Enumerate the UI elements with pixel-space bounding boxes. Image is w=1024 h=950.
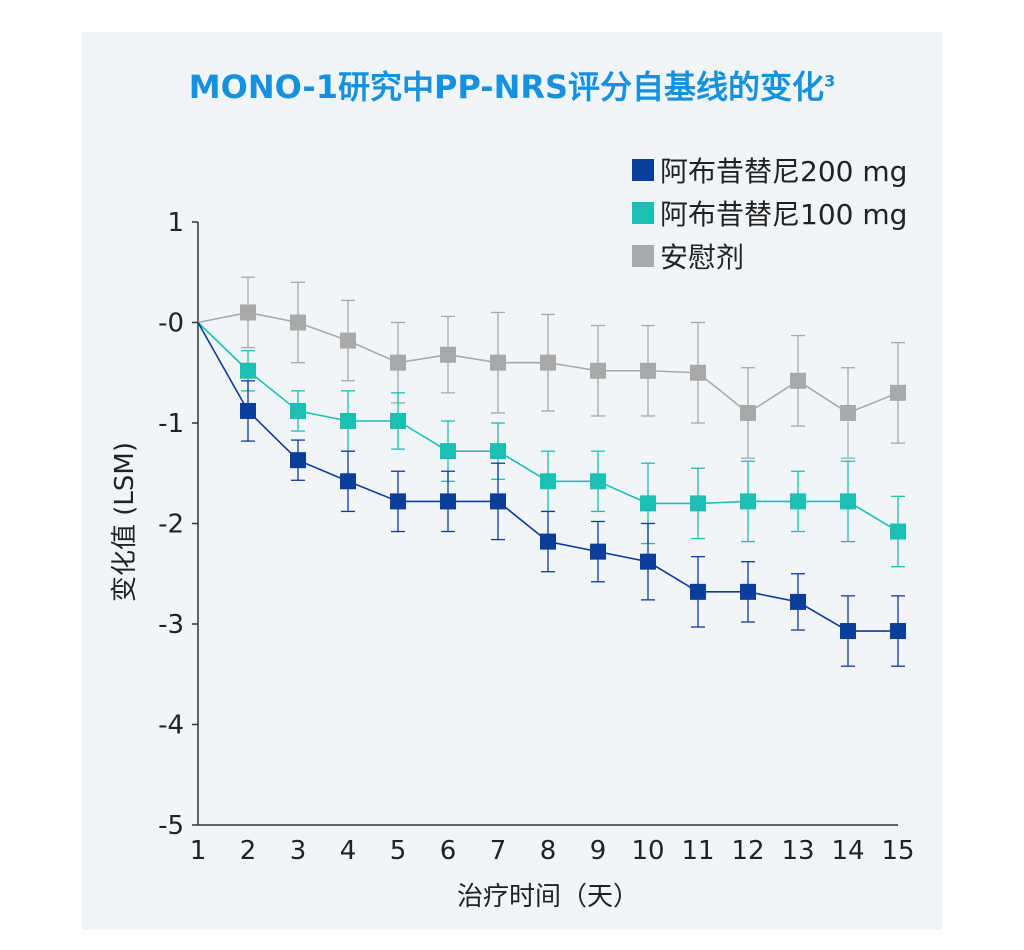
- y-tick-label: -4: [158, 711, 184, 741]
- x-axis-title: 治疗时间（天）: [457, 882, 639, 912]
- x-tick-label: 10: [631, 836, 664, 866]
- legend-label: 阿布昔替尼200 mg: [660, 155, 907, 188]
- data-point: [790, 372, 806, 389]
- x-tick-label: 4: [340, 836, 357, 866]
- data-point: [590, 543, 606, 560]
- data-point: [640, 362, 656, 379]
- x-tick-label: 12: [731, 836, 764, 866]
- data-point: [840, 404, 856, 421]
- data-point: [540, 354, 556, 371]
- x-tick-label: 8: [540, 836, 557, 866]
- series-lines: [197, 276, 906, 667]
- data-point: [590, 362, 606, 379]
- y-axis-title: 变化值 (LSM): [110, 442, 140, 602]
- series-0: [197, 322, 906, 667]
- x-tick-label: 15: [881, 836, 914, 866]
- data-point: [640, 553, 656, 570]
- y-tick-label: 1: [167, 208, 184, 238]
- x-tick-label: 6: [440, 836, 457, 866]
- y-tick-label: -2: [158, 510, 184, 540]
- y-tick-label: -1: [158, 409, 184, 439]
- x-tick-label: 9: [590, 836, 607, 866]
- data-point: [390, 354, 406, 371]
- legend-swatch: [632, 245, 654, 267]
- data-point: [890, 523, 906, 540]
- legend-label: 安慰剂: [660, 241, 744, 274]
- chart-panel: [82, 32, 942, 930]
- data-point: [440, 443, 456, 460]
- title-superscript: 3: [824, 71, 836, 91]
- data-point: [240, 402, 256, 419]
- axes: 1-0-1-2-3-4-51 2 3 4 5 6 7 8 9 10 11 12 13 14 15: [158, 208, 914, 866]
- data-point: [290, 452, 306, 469]
- data-point: [390, 412, 406, 429]
- data-point: [690, 495, 706, 512]
- data-point: [340, 473, 356, 490]
- x-tick-label: 14: [831, 836, 864, 866]
- data-point: [290, 402, 306, 419]
- data-point: [590, 473, 606, 490]
- legend: 阿布昔替尼200 mg 阿布昔替尼100 mg 安慰剂: [632, 155, 907, 274]
- data-point: [790, 593, 806, 610]
- y-tick-label: -0: [158, 309, 184, 339]
- x-tick-label: 13: [781, 836, 814, 866]
- data-point: [840, 493, 856, 510]
- data-point: [490, 493, 506, 510]
- x-tick-label: 2: [240, 836, 257, 866]
- data-point: [240, 362, 256, 379]
- series-1: [197, 321, 906, 568]
- data-point: [290, 314, 306, 331]
- legend-swatch: [632, 202, 654, 224]
- data-point: [740, 493, 756, 510]
- data-point: [340, 332, 356, 349]
- data-point: [890, 623, 906, 640]
- data-point: [690, 583, 706, 600]
- legend-label: 阿布昔替尼100 mg: [660, 198, 907, 231]
- chart-title: MONO-1研究中PP-NRS评分自基线的变化3: [188, 68, 836, 106]
- x-tick-label: 1: [190, 836, 207, 866]
- x-tick-label: 11: [681, 836, 714, 866]
- data-point: [790, 493, 806, 510]
- data-point: [390, 493, 406, 510]
- data-point: [490, 443, 506, 460]
- data-point: [540, 533, 556, 550]
- data-point: [640, 495, 656, 512]
- data-point: [440, 346, 456, 363]
- data-point: [740, 404, 756, 421]
- data-point: [340, 412, 356, 429]
- y-tick-label: -5: [158, 811, 184, 841]
- x-tick-label: 7: [490, 836, 507, 866]
- data-point: [840, 623, 856, 640]
- data-point: [240, 304, 256, 321]
- data-point: [890, 384, 906, 401]
- data-point: [490, 354, 506, 371]
- data-point: [440, 493, 456, 510]
- x-tick-label: 3: [290, 836, 307, 866]
- legend-swatch: [632, 159, 654, 181]
- x-tick-label: 5: [390, 836, 407, 866]
- data-point: [540, 473, 556, 490]
- series-2: [197, 276, 906, 459]
- y-tick-label: -3: [158, 610, 184, 640]
- data-point: [690, 364, 706, 381]
- data-point: [740, 583, 756, 600]
